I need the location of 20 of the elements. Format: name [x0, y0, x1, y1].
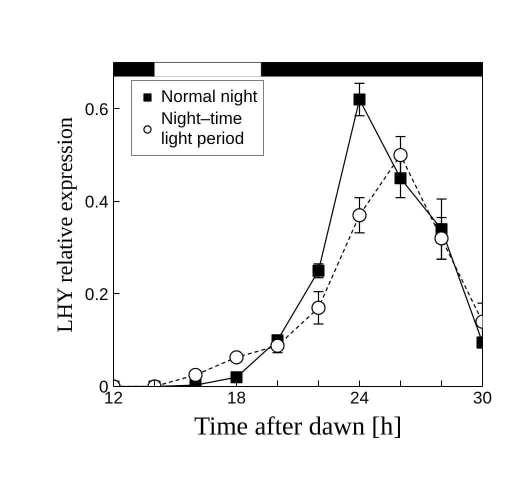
point	[354, 94, 366, 106]
point	[352, 208, 367, 222]
point	[270, 338, 285, 353]
point	[229, 350, 244, 364]
y-tick-label: 0.4	[84, 192, 109, 212]
y-tick-label: 0.6	[84, 100, 109, 119]
x-tick-label: 30	[473, 388, 492, 408]
legend-label: Night–time light period	[161, 109, 244, 149]
x-axis-title: Time after dawn [h]	[194, 412, 402, 440]
y-axis-title: LHY relative expression	[52, 117, 77, 333]
point	[230, 371, 242, 384]
x-tick-label: 24	[350, 388, 369, 408]
x-tick-label: 18	[227, 388, 246, 408]
point	[394, 172, 406, 184]
point	[188, 368, 203, 382]
y-tick-label: 0.2	[84, 284, 109, 304]
point	[434, 231, 449, 246]
legend-label: Normal night	[161, 87, 258, 107]
point	[311, 300, 326, 315]
point	[393, 148, 408, 162]
